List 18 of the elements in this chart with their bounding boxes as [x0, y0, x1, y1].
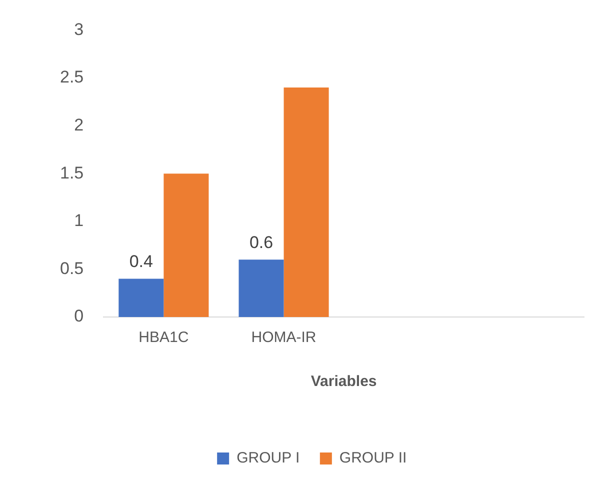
y-tick-label: 0.5 — [60, 258, 84, 278]
bar — [238, 260, 284, 317]
data-label: 0.4 — [129, 252, 153, 271]
y-tick-label: 2.5 — [60, 68, 84, 87]
y-tick-label: 1 — [74, 211, 84, 230]
legend-label: GROUP I — [236, 450, 300, 467]
x-tick-label: HOMA-IR — [251, 329, 316, 346]
bar — [284, 88, 329, 317]
legend-label: GROUP II — [339, 450, 407, 467]
y-tick-label: 3 — [74, 20, 84, 39]
data-label: 0.6 — [249, 232, 274, 252]
bar — [118, 278, 164, 317]
x-tick-label: HBA1C — [138, 329, 189, 346]
y-tick-label: 1.5 — [60, 163, 84, 182]
y-tick-label: 0 — [74, 306, 84, 326]
y-tick-label: 2 — [74, 115, 84, 134]
x-axis-title: Variables — [310, 373, 377, 390]
bar — [164, 174, 209, 317]
